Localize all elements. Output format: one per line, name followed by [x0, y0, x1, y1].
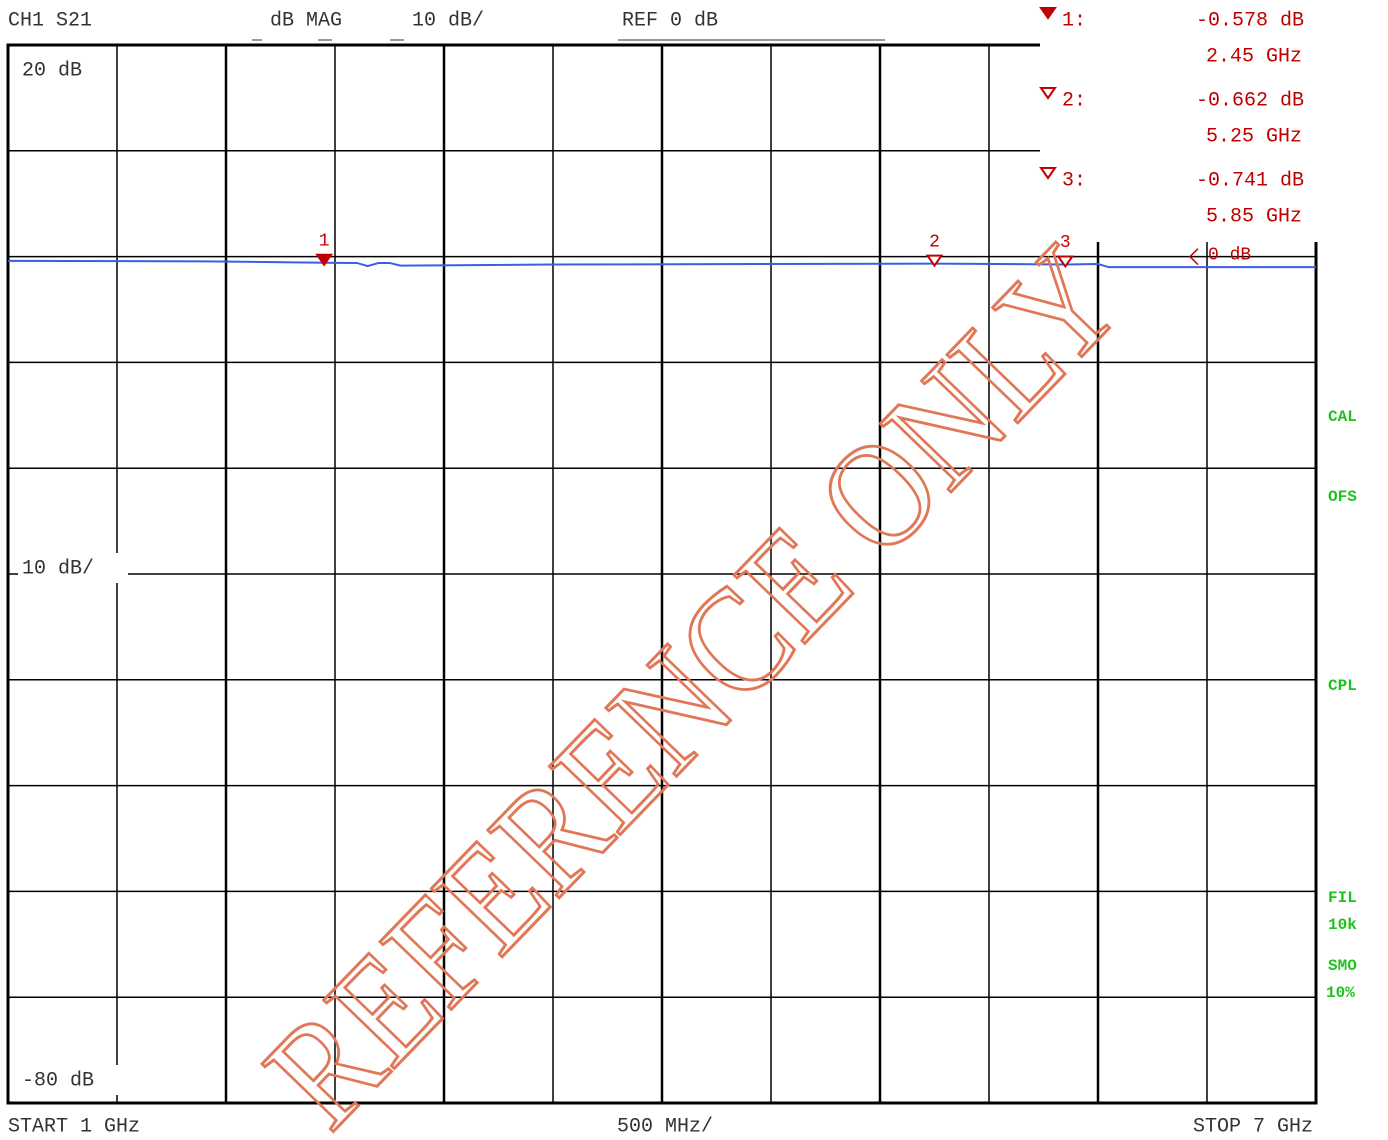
watermark: REFERENCE ONLY	[234, 215, 1152, 1140]
marker	[315, 253, 334, 267]
readout-value: -0.741 dB	[1196, 169, 1304, 192]
y-top-label: 20 dB	[22, 59, 82, 82]
readout-value: -0.662 dB	[1196, 89, 1304, 112]
side-label: CPL	[1328, 677, 1357, 695]
trace-line	[7, 259, 1316, 269]
reference-label: REF 0 dB	[622, 9, 718, 32]
format-label: dB MAG	[270, 9, 342, 32]
marker-label: 1	[319, 231, 330, 251]
channel-label: CH1 S21	[8, 9, 92, 32]
x-stop-label: STOP 7 GHz	[1193, 1115, 1313, 1138]
side-label: FIL	[1328, 889, 1357, 907]
marker	[1056, 255, 1075, 269]
x-start-label: START 1 GHz	[8, 1115, 140, 1138]
side-label: OFS	[1328, 488, 1357, 506]
marker-label: 3	[1060, 233, 1071, 253]
readout-frequency: 2.45 GHz	[1206, 45, 1302, 68]
side-label: CAL	[1328, 408, 1357, 426]
side-label: 10%	[1326, 984, 1355, 1002]
side-label: SMO	[1328, 957, 1357, 975]
label-bg	[18, 55, 108, 85]
marker-readout-box	[1040, 0, 1320, 242]
scale-label: 10 dB/	[412, 9, 484, 32]
label-bg	[18, 1065, 128, 1095]
overlay: 0 dB 1 1: -0.578 dB 2.45 GHz 2 2: -0.662 dB 5.25…	[315, 7, 1304, 269]
readout-index: 1:	[1062, 9, 1086, 32]
readout-frequency: 5.85 GHz	[1206, 205, 1302, 228]
side-panel: CAL OFS CPL FIL 10k SMO 10%	[1326, 408, 1357, 1002]
ref-level-arrow	[1188, 248, 1199, 266]
label-bg	[18, 553, 128, 583]
readout-icon	[1039, 87, 1057, 100]
side-label: 10k	[1328, 916, 1357, 934]
y-bottom-label: -80 dB	[22, 1069, 94, 1092]
trace-layer	[7, 259, 1316, 269]
plot-frame	[6, 43, 1318, 1105]
readout-index: 2:	[1062, 89, 1086, 112]
readout-value: -0.578 dB	[1196, 9, 1304, 32]
x-scale-label: 500 MHz/	[617, 1115, 713, 1138]
marker	[925, 254, 944, 268]
readout-index: 3:	[1062, 169, 1086, 192]
marker-label: 2	[929, 232, 940, 252]
readout-icon	[1039, 7, 1057, 20]
y-scale-label: 10 dB/	[22, 557, 94, 580]
readout-icon	[1039, 167, 1057, 180]
ref-level-label: 0 dB	[1208, 245, 1251, 265]
readout-frequency: 5.25 GHz	[1206, 125, 1302, 148]
